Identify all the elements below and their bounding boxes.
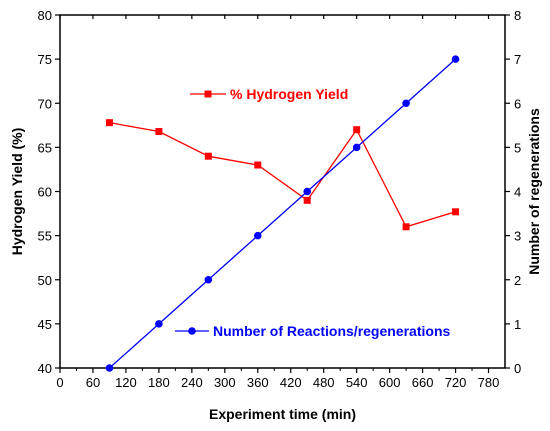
- data-point: [254, 161, 262, 169]
- legend: % Hydrogen Yield Number of Reactions/rege…: [175, 86, 450, 339]
- plot-frame: [59, 14, 506, 369]
- x-tick-label: 720: [445, 375, 467, 390]
- y2-tick-label: 4: [514, 185, 521, 200]
- axes: 0 60 120 180 240 300 360 420 480 540 600 660 720 7804…: [38, 8, 522, 390]
- data-point: [204, 152, 212, 160]
- y2-tick-label: 8: [514, 8, 521, 23]
- series-line-1: [109, 58, 456, 369]
- y-tick-label: 40: [38, 361, 52, 376]
- y2-tick-label: 7: [514, 52, 521, 67]
- data-point: [402, 99, 410, 108]
- x-tick-label: 600: [379, 375, 401, 390]
- y-tick-label: 60: [38, 185, 52, 200]
- x-tick-label: 240: [181, 375, 203, 390]
- x-tick-label: 420: [280, 375, 302, 390]
- y2-tick-label: 5: [514, 140, 521, 155]
- data-point: [204, 275, 213, 284]
- x-tick-label: 360: [247, 375, 269, 390]
- y2-tick-label: 3: [514, 229, 521, 244]
- y2-axis-title: Number of regenerations: [526, 108, 542, 275]
- x-tick-label: 120: [115, 375, 137, 390]
- data-point: [402, 223, 410, 231]
- legend-marker: [188, 327, 196, 335]
- legend-label: % Hydrogen Yield: [230, 86, 348, 102]
- x-tick-label: 540: [346, 375, 368, 390]
- x-axis-title: Experiment time (min): [209, 406, 356, 422]
- data-point: [303, 196, 311, 204]
- y-tick-label: 50: [38, 273, 52, 288]
- legend-label: Number of Reactions/regenerations: [213, 323, 450, 339]
- x-tick-label: 60: [86, 375, 100, 390]
- data-point: [452, 208, 460, 216]
- y2-tick-label: 0: [514, 361, 521, 376]
- x-tick-label: 0: [56, 375, 63, 390]
- legend-marker: [204, 90, 212, 98]
- y-axis-title: Hydrogen Yield (%): [9, 128, 25, 256]
- x-tick-label: 480: [313, 375, 335, 390]
- data-point: [303, 187, 312, 196]
- data-point: [451, 55, 460, 63]
- data-point: [155, 320, 163, 328]
- y2-tick-label: 6: [514, 96, 521, 111]
- y-tick-label: 65: [38, 140, 52, 155]
- data-point: [155, 127, 163, 135]
- x-tick-label: 660: [412, 375, 434, 390]
- x-tick-label: 780: [478, 375, 500, 390]
- x-tick-label: 180: [148, 375, 170, 390]
- y-tick-label: 55: [38, 229, 52, 244]
- series-layer: [105, 55, 460, 372]
- y2-tick-label: 2: [514, 273, 521, 288]
- y-tick-label: 70: [38, 96, 52, 111]
- data-point: [353, 126, 361, 134]
- y-tick-label: 80: [38, 8, 52, 23]
- data-point: [253, 231, 262, 240]
- x-tick-label: 300: [214, 375, 236, 390]
- y-tick-label: 45: [38, 317, 52, 332]
- series-line-0: [109, 122, 456, 228]
- data-point: [105, 364, 114, 372]
- data-point: [105, 119, 113, 127]
- data-point: [352, 143, 361, 152]
- y2-tick-label: 1: [514, 317, 521, 332]
- y-tick-label: 75: [38, 52, 52, 67]
